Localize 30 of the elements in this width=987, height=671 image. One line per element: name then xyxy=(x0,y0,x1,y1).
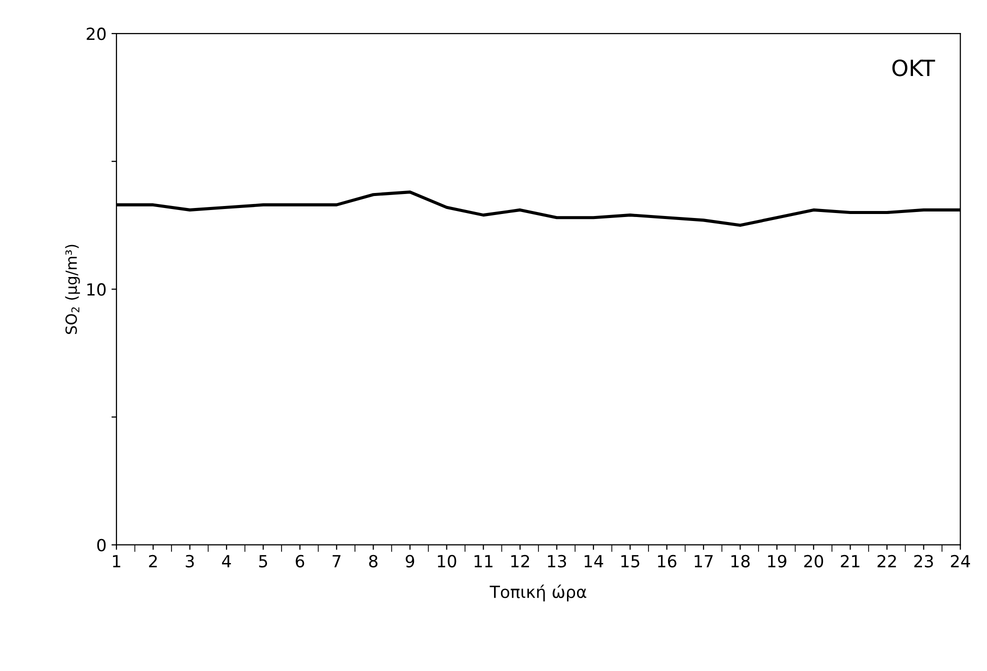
x-tick-label: 20 xyxy=(804,554,824,568)
x-tick-label: 3 xyxy=(186,554,194,568)
x-tick-label: 16 xyxy=(658,554,676,568)
y-tick-label: 20 xyxy=(86,28,106,40)
x-tick-label: 22 xyxy=(878,554,896,568)
x-tick-label: 12 xyxy=(511,554,529,568)
x-tick-label: 13 xyxy=(548,554,566,568)
x-axis-title: Τοπική ώρα xyxy=(490,584,586,602)
x-tick-label: 4 xyxy=(222,555,231,568)
x-tick-label: 21 xyxy=(840,554,860,568)
x-tick-label: 17 xyxy=(694,555,713,568)
x-tick-label: 23 xyxy=(914,554,933,568)
x-tick-label: 7 xyxy=(332,555,340,568)
x-tick-label: 18 xyxy=(731,554,750,568)
x-tick-label: 9 xyxy=(406,554,414,568)
x-tick-label: 1 xyxy=(112,555,120,568)
x-tick-label: 8 xyxy=(369,554,378,568)
x-tick-label: 24 xyxy=(950,554,970,568)
x-tick-label: 5 xyxy=(259,555,268,568)
x-tick-label: 14 xyxy=(584,555,604,568)
x-tick-label: 15 xyxy=(621,555,640,568)
text: OKT xyxy=(892,60,936,76)
x-tick-label: 11 xyxy=(474,555,492,568)
y-tick-label: 0 xyxy=(97,538,106,552)
y-tick-label: 10 xyxy=(87,283,106,296)
x-tick-label: 2 xyxy=(149,554,157,568)
x-tick-label: 19 xyxy=(768,554,786,568)
x-tick-label: 10 xyxy=(438,554,456,568)
y-axis-title: SO$_{2}$ (μg/m³) xyxy=(65,244,80,334)
x-tick-label: 6 xyxy=(296,554,304,568)
